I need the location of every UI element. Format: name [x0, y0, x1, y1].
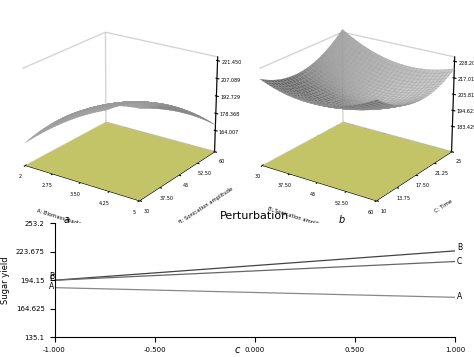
Text: A: A: [457, 292, 462, 301]
X-axis label: B: Sonication amplitude: B: Sonication amplitude: [267, 206, 328, 229]
Title: Perturbation: Perturbation: [220, 211, 290, 221]
Text: b: b: [338, 215, 345, 225]
Text: B: B: [49, 272, 55, 281]
Y-axis label: B: Sonication amplitude: B: Sonication amplitude: [179, 186, 234, 225]
X-axis label: A: Biomass loading: A: Biomass loading: [36, 208, 85, 227]
Text: a: a: [64, 215, 69, 225]
Text: A: A: [49, 282, 55, 291]
Text: C: C: [457, 257, 462, 266]
Text: c: c: [234, 346, 240, 356]
Text: B: B: [457, 243, 462, 252]
Text: C: C: [49, 274, 55, 283]
Y-axis label: C: Time: C: Time: [434, 198, 453, 213]
Y-axis label: Sugar yield: Sugar yield: [1, 256, 10, 304]
